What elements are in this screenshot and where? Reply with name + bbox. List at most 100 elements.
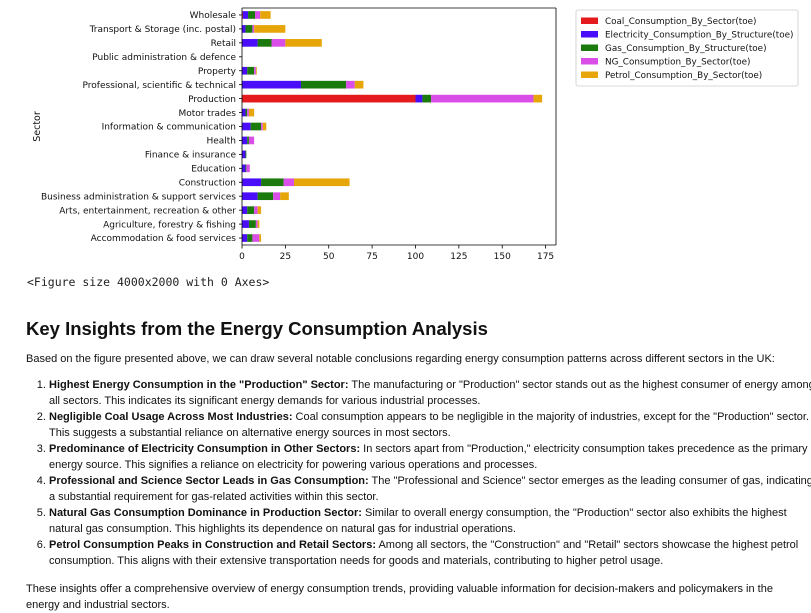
bar-segment xyxy=(247,206,255,214)
bar-segment xyxy=(248,11,256,19)
insight-item: Predominance of Electricity Consumption … xyxy=(49,441,811,473)
insight-title: Predominance of Electricity Consumption … xyxy=(49,443,361,455)
y-tick-label: Agriculture, forestry & fishing xyxy=(103,220,236,230)
insight-item: Petrol Consumption Peaks in Construction… xyxy=(49,537,811,569)
bar-segment xyxy=(242,150,246,159)
bar-segment xyxy=(247,66,255,75)
y-tick-label: Public administration & defence xyxy=(92,53,236,63)
bar-segment xyxy=(248,136,255,145)
bar-segment xyxy=(242,192,258,201)
bar-segment xyxy=(245,150,247,159)
insight-text: Coal consumption appears to be negligibl… xyxy=(49,411,810,439)
bar-segment xyxy=(271,39,286,47)
figure-size-output: <Figure size 4000x2000 with 0 Axes> xyxy=(27,275,270,289)
bar-segment xyxy=(242,80,301,89)
bar-segment xyxy=(242,39,258,47)
bar-segment xyxy=(285,39,322,47)
insights-heading: Key Insights from the Energy Consumption… xyxy=(26,318,488,339)
bar-segment xyxy=(254,206,258,214)
insight-title: Professional and Science Sector Leads in… xyxy=(49,475,369,487)
bar-segment xyxy=(533,94,543,103)
y-tick-label: Finance & insurance xyxy=(145,151,237,161)
legend-label: Electricity_Consumption_By_Structure(toe… xyxy=(605,31,793,41)
y-tick-label: Production xyxy=(188,95,236,105)
bar-segment xyxy=(242,11,243,19)
bar-segment xyxy=(242,136,248,145)
bar-segment xyxy=(261,122,263,131)
bar-segment xyxy=(262,122,267,131)
bar-segment xyxy=(242,234,248,242)
bar-segment xyxy=(242,178,262,187)
bar-segment xyxy=(257,206,262,214)
bar-segment xyxy=(294,178,350,187)
bar-segment xyxy=(259,234,262,242)
insight-item: Natural Gas Consumption Dominance in Pro… xyxy=(49,505,811,537)
bar-segment xyxy=(242,25,246,33)
bar-segment xyxy=(242,164,246,173)
bar-segment xyxy=(242,206,248,214)
y-tick-label: Information & communication xyxy=(102,123,236,133)
y-tick-label: Health xyxy=(206,137,236,147)
bar-segment xyxy=(260,11,271,19)
y-tick-label: Construction xyxy=(179,178,236,188)
x-tick-label: 25 xyxy=(280,252,291,262)
insight-text: The manufacturing or "Production" sector… xyxy=(49,379,811,407)
insights-list: Highest Energy Consumption in the "Produ… xyxy=(26,377,811,569)
bar-segment xyxy=(257,192,274,201)
summary-paragraph: These insights offer a comprehensive ove… xyxy=(26,583,773,611)
y-tick-label: Accommodation & food services xyxy=(91,234,237,244)
bar-segment xyxy=(242,108,246,117)
bar-segment xyxy=(300,80,347,89)
bar-segment xyxy=(246,164,250,173)
insight-text: Among all sectors, the "Construction" an… xyxy=(49,539,799,567)
y-tick-label: Education xyxy=(191,165,236,175)
x-tick-label: 125 xyxy=(450,252,467,262)
x-tick-label: 175 xyxy=(537,252,554,262)
bar-segment xyxy=(248,108,255,117)
insight-text: In sectors apart from "Production," elec… xyxy=(49,443,808,471)
x-tick-label: 75 xyxy=(366,252,377,262)
bar-segment xyxy=(252,234,260,242)
legend-swatch xyxy=(581,71,598,78)
bar-segment xyxy=(261,178,284,187)
bar-segment xyxy=(254,25,286,33)
bar-segment xyxy=(247,234,253,242)
bar-segment xyxy=(431,94,534,103)
bar-segment xyxy=(242,11,249,19)
bar-segment xyxy=(254,66,256,75)
bar-segment xyxy=(242,122,251,131)
insight-title: Negligible Coal Usage Across Most Indust… xyxy=(49,411,293,423)
bar-segment xyxy=(346,80,355,89)
y-tick-label: Arts, entertainment, recreation & other xyxy=(59,206,236,216)
bar-segment xyxy=(242,220,249,228)
bar-segment xyxy=(273,192,281,201)
y-tick-label: Wholesale xyxy=(190,11,237,21)
bar-segment xyxy=(242,66,248,75)
x-tick-label: 0 xyxy=(239,252,245,262)
legend-label: Coal_Consumption_By_Sector(toe) xyxy=(605,17,756,27)
legend-swatch xyxy=(581,17,598,24)
bar-segment xyxy=(245,164,247,173)
x-tick-label: 100 xyxy=(407,252,424,262)
bar-segment xyxy=(245,108,248,117)
legend-label: Petrol_Consumption_By_Sector(toe) xyxy=(605,71,762,81)
legend-swatch xyxy=(581,31,598,38)
bar-segment xyxy=(247,136,249,145)
bar-segment xyxy=(255,66,257,75)
insight-text: Similar to overall energy consumption, t… xyxy=(49,507,787,535)
bar-segment xyxy=(248,220,256,228)
y-tick-label: Transport & Storage (inc. postal) xyxy=(89,25,236,35)
intro-paragraph: Based on the figure presented above, we … xyxy=(26,353,775,365)
bar-segment xyxy=(255,11,261,19)
insight-title: Petrol Consumption Peaks in Construction… xyxy=(49,539,376,551)
insight-item: Highest Energy Consumption in the "Produ… xyxy=(49,377,811,409)
y-tick-label: Retail xyxy=(211,39,236,49)
y-axis-title: Sector xyxy=(32,111,43,142)
bar-segment xyxy=(257,220,260,228)
bar-segment xyxy=(257,39,272,47)
insight-item: Professional and Science Sector Leads in… xyxy=(49,473,811,505)
y-tick-label: Property xyxy=(198,67,237,77)
x-tick-label: 150 xyxy=(494,252,511,262)
x-tick-label: 50 xyxy=(323,252,335,262)
bar-segment xyxy=(255,220,258,228)
